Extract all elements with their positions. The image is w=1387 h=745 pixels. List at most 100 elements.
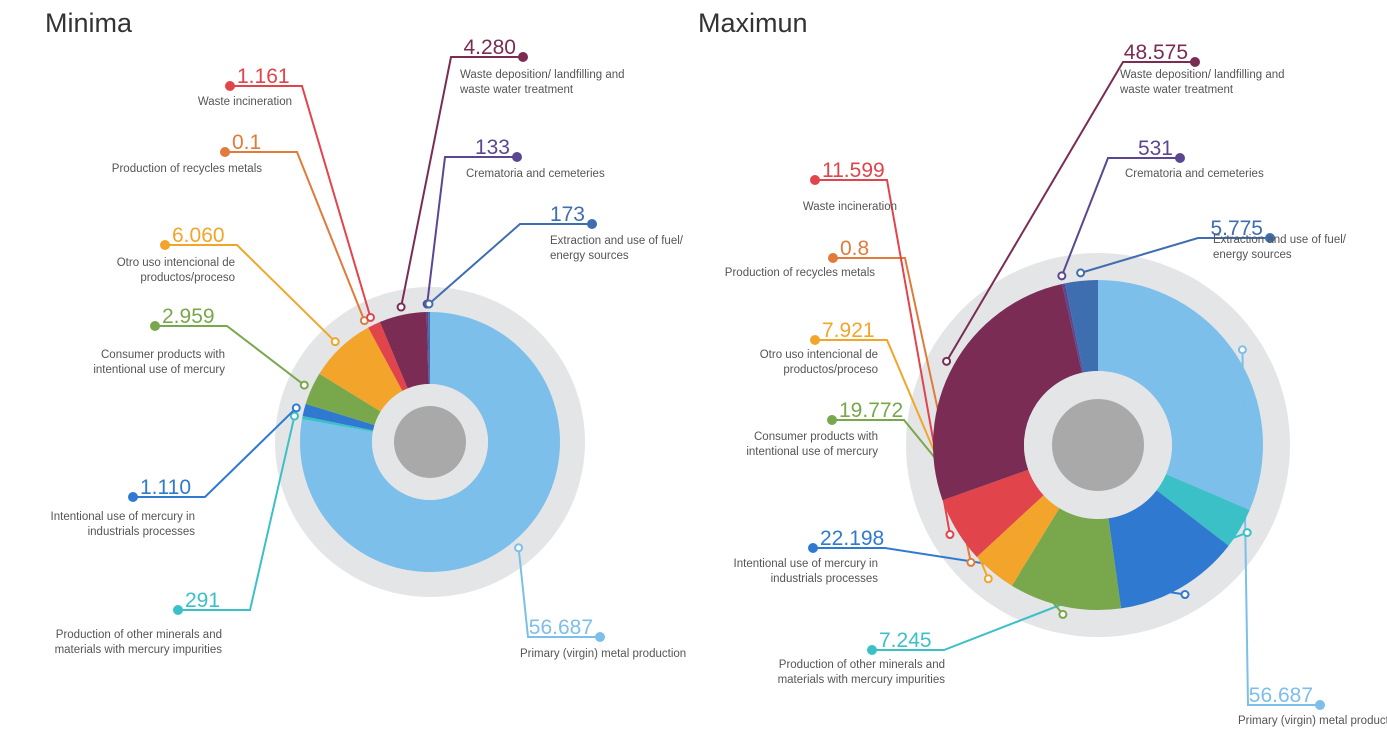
leader-dot: [828, 253, 838, 263]
anchor: [291, 403, 301, 413]
slice: [319, 327, 403, 412]
value-label: 173: [549, 203, 585, 226]
value-label: 19.772: [839, 399, 904, 422]
leader-dot: [1265, 233, 1275, 243]
leader-dot: [867, 645, 877, 655]
slice: [426, 312, 430, 385]
value-label: 11.599: [822, 159, 885, 182]
slice: [300, 312, 560, 573]
slice: [1156, 474, 1250, 546]
leader-dot: [518, 52, 528, 62]
leader-dot: [595, 632, 605, 642]
leader-dot: [587, 219, 597, 229]
category-label: Consumer products with intentional use o…: [746, 431, 878, 458]
leader-dot: [808, 543, 818, 553]
slice: [302, 415, 374, 432]
category-label: Otro uso intencional de productos/proces…: [759, 349, 878, 376]
anchor: [396, 302, 406, 312]
slice: [368, 322, 408, 391]
slice: [305, 373, 381, 426]
value-label: 7.245: [879, 629, 932, 652]
leader-dot: [150, 321, 160, 331]
value-label: 5.775: [1210, 217, 1263, 240]
value-label: 0.8: [840, 237, 870, 260]
slice: [302, 403, 375, 431]
leader-dot: [1315, 700, 1325, 710]
anchor: [424, 299, 434, 309]
slice: [428, 312, 430, 385]
chart-title: Minima: [45, 8, 133, 38]
value-label: 1.161: [237, 65, 290, 88]
leader-line: [225, 151, 366, 321]
value-label: 56.687: [1248, 684, 1313, 707]
leader-line: [815, 179, 951, 535]
anchor: [1057, 271, 1067, 281]
anchor: [289, 411, 299, 421]
category-label: Otro uso intencional de productos/proces…: [116, 257, 235, 284]
anchor: [299, 380, 309, 390]
leader-line: [178, 415, 296, 611]
leader-line: [400, 56, 523, 308]
category-label: Waste deposition/ landfilling and waste …: [460, 69, 625, 96]
slice: [933, 283, 1082, 501]
anchor: [1180, 590, 1190, 600]
slice: [1108, 490, 1229, 609]
value-label: 2.959: [162, 305, 215, 328]
leader-dot: [128, 492, 138, 502]
leader-line: [133, 407, 297, 498]
anchor: [966, 557, 976, 567]
value-label: 22.198: [820, 527, 885, 550]
value-label: 291: [185, 589, 221, 612]
anchor: [1237, 345, 1247, 355]
slice: [942, 469, 1044, 557]
slice: [976, 495, 1044, 557]
category-label: Production of other minerals and materia…: [54, 629, 222, 656]
chart-title: Maximun: [698, 8, 808, 38]
leader-dot: [512, 152, 522, 162]
slice: [1062, 283, 1084, 373]
value-label: 6.060: [172, 224, 225, 247]
category-label: Crematoria and cemeteries: [1125, 168, 1264, 180]
category-label: Crematoria and cemeteries: [466, 168, 605, 180]
leader-dot: [810, 175, 820, 185]
value-label: 4.280: [463, 36, 516, 59]
leader-line: [1060, 157, 1180, 277]
anchor: [945, 530, 955, 540]
leader-line: [155, 325, 305, 386]
center: [394, 406, 466, 478]
anchor: [514, 543, 524, 553]
category-label: Extraction and use of fuel/ energy sourc…: [550, 235, 683, 262]
value-label: 7.921: [822, 319, 875, 342]
category-label: Production of recycles metals: [724, 267, 875, 279]
category-label: Waste incineration: [197, 96, 292, 108]
category-label: Production of recycles metals: [111, 163, 262, 175]
leader-dot: [1175, 153, 1185, 163]
value-label: 0.1: [232, 131, 262, 154]
category-label: Consumer products with intentional use o…: [93, 349, 225, 376]
slice: [1065, 280, 1098, 373]
category-label: Production of other minerals and materia…: [777, 659, 945, 686]
leader-line: [230, 85, 372, 318]
category-label: Waste incineration: [802, 201, 897, 213]
value-label: 56.687: [528, 616, 593, 639]
anchor: [1058, 609, 1068, 619]
leader-line: [428, 223, 592, 305]
leader-line: [1241, 349, 1320, 706]
anchor: [1076, 268, 1086, 278]
value-label: 133: [474, 136, 510, 159]
category-label: Primary (virgin) metal production: [520, 648, 687, 660]
slice: [976, 495, 1060, 586]
slice: [1098, 280, 1264, 510]
anchor: [942, 356, 952, 366]
leader-dot: [827, 415, 837, 425]
anchor: [330, 337, 340, 347]
leader-dot: [810, 335, 820, 345]
leader-dot: [220, 147, 230, 157]
leader-line: [165, 244, 336, 343]
leader-line: [1080, 237, 1270, 274]
leader-dot: [160, 240, 170, 250]
leader-dot: [173, 605, 183, 615]
leader-line: [426, 156, 517, 305]
